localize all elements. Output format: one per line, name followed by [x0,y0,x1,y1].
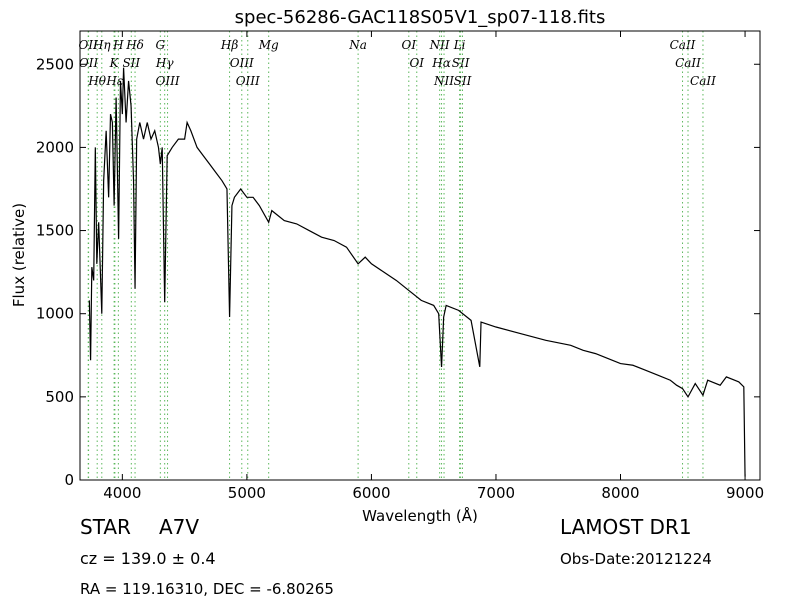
x-tick-label: 8000 [601,484,639,502]
line-marker-label: Hθ [87,74,106,88]
x-tick-label: 9000 [726,484,764,502]
survey: LAMOST DR1 [560,515,692,539]
line-marker-label: Hγ [155,56,174,70]
x-axis-label: Wavelength (Å) [362,506,478,525]
line-marker-label: CaII [675,56,701,70]
x-tick-label: 4000 [103,484,141,502]
line-marker-label: OI [409,56,424,70]
plot-frame [79,30,761,481]
y-tick-label: 500 [45,388,74,406]
obs-date: Obs-Date:20121224 [560,550,712,568]
y-tick-label: 0 [64,471,74,489]
line-marker-label: K [109,56,120,70]
line-marker-label: OII [79,56,99,70]
line-marker-label: OIII [236,74,260,88]
chart-title: spec-56286-GAC118S05V1_sp07-118.fits [235,7,606,28]
x-tick-label: 6000 [352,484,390,502]
spectrum-line [88,67,746,477]
object-class: STAR [80,515,131,539]
line-marker-label: CaII [690,74,716,88]
y-tick-label: 1000 [36,305,74,323]
line-marker-label: Hη [92,38,111,52]
y-tick-label: 1500 [36,222,74,240]
line-marker-label: CaII [670,38,696,52]
line-marker-label: NII [433,74,454,88]
line-marker-label: Hα [431,56,451,70]
line-marker-label: H [112,38,124,52]
coordinates: RA = 119.16310, DEC = -6.80265 [80,580,334,598]
y-tick-label: 2000 [36,138,74,156]
line-marker-label: OIII [230,56,254,70]
line-marker-label: Na [348,38,367,52]
line-marker-label: SII [452,56,470,70]
line-marker-label: NII [429,38,450,52]
y-tick-label: 2500 [36,55,74,73]
line-marker-label: G [156,38,166,52]
line-marker-label: Mg [258,38,279,52]
line-marker-label: OIII [156,74,180,88]
x-tick-label: 5000 [228,484,266,502]
line-marker-label: SII [122,56,140,70]
redshift: cz = 139.0 ± 0.4 [80,549,216,568]
line-marker-label: OI [402,38,417,52]
line-marker-label: Li [453,38,466,52]
x-tick-label: 7000 [477,484,515,502]
subclass: A7V [159,515,199,539]
plot-area [80,31,760,480]
line-marker-label: SII [454,74,472,88]
line-marker-label: Hβ [220,38,238,52]
y-axis-label: Flux (relative) [10,203,28,307]
line-marker-label: Hδ [125,38,144,52]
